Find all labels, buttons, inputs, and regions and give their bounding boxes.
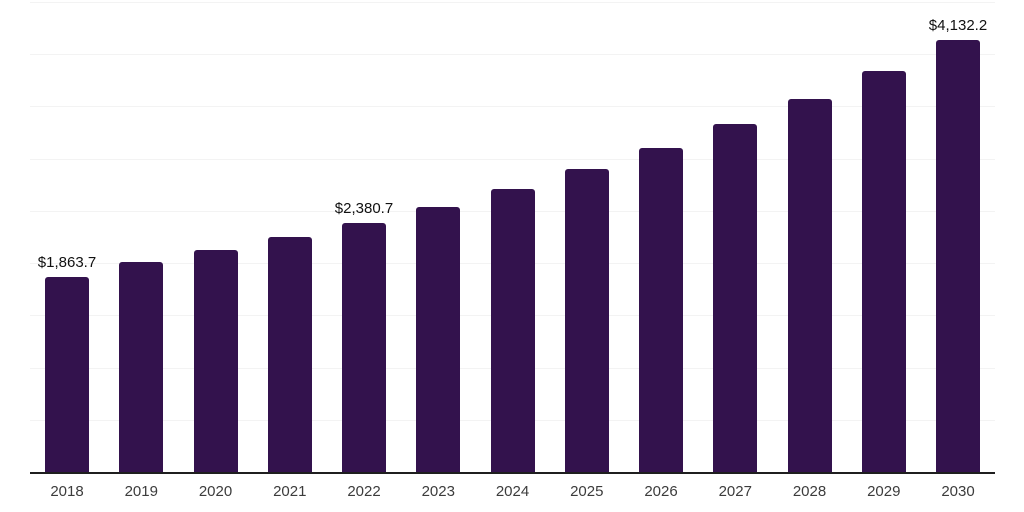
value-label-2022: $2,380.7 (334, 200, 394, 217)
x-tick-2019: 2019 (124, 483, 158, 500)
bar-2023 (416, 207, 461, 472)
x-tick-2029: 2029 (867, 483, 901, 500)
x-tick-2022: 2022 (347, 483, 381, 500)
x-axis: 2018 2019 2020 2021 2022 2023 2024 2025 2026 2027… (30, 482, 995, 504)
bar-2021 (267, 237, 312, 472)
bar-2029 (861, 71, 906, 472)
bar-2025 (564, 169, 609, 472)
x-tick-2023: 2023 (421, 483, 455, 500)
gridline (30, 2, 995, 3)
bar-2019 (119, 262, 164, 472)
gridline (30, 106, 995, 108)
bar-2030 (936, 40, 980, 472)
x-tick-2020: 2020 (198, 483, 233, 500)
bar-2027 (713, 124, 758, 472)
x-tick-2028: 2028 (792, 483, 827, 500)
gridline (30, 54, 995, 56)
gridline (30, 158, 995, 160)
x-tick-2025: 2025 (570, 483, 604, 500)
x-tick-2021: 2021 (273, 483, 307, 500)
bar-2024 (490, 189, 535, 472)
bar-2026 (639, 148, 683, 472)
value-label-2030: $4,132.2 (928, 17, 988, 34)
chart-plot-area: $1,863.7 $2,380.7 $4,132.2 (30, 2, 995, 474)
x-tick-2024: 2024 (495, 483, 530, 500)
x-tick-2018: 2018 (50, 483, 84, 500)
bar-2018 (45, 277, 89, 472)
x-tick-2026: 2026 (644, 483, 678, 500)
bar-2022 (342, 223, 386, 472)
bar-2020 (193, 250, 238, 472)
value-label-2018: $1,863.7 (37, 254, 97, 271)
x-tick-2030: 2030 (941, 483, 975, 500)
x-tick-2027: 2027 (718, 483, 752, 500)
bar-2028 (787, 99, 832, 472)
